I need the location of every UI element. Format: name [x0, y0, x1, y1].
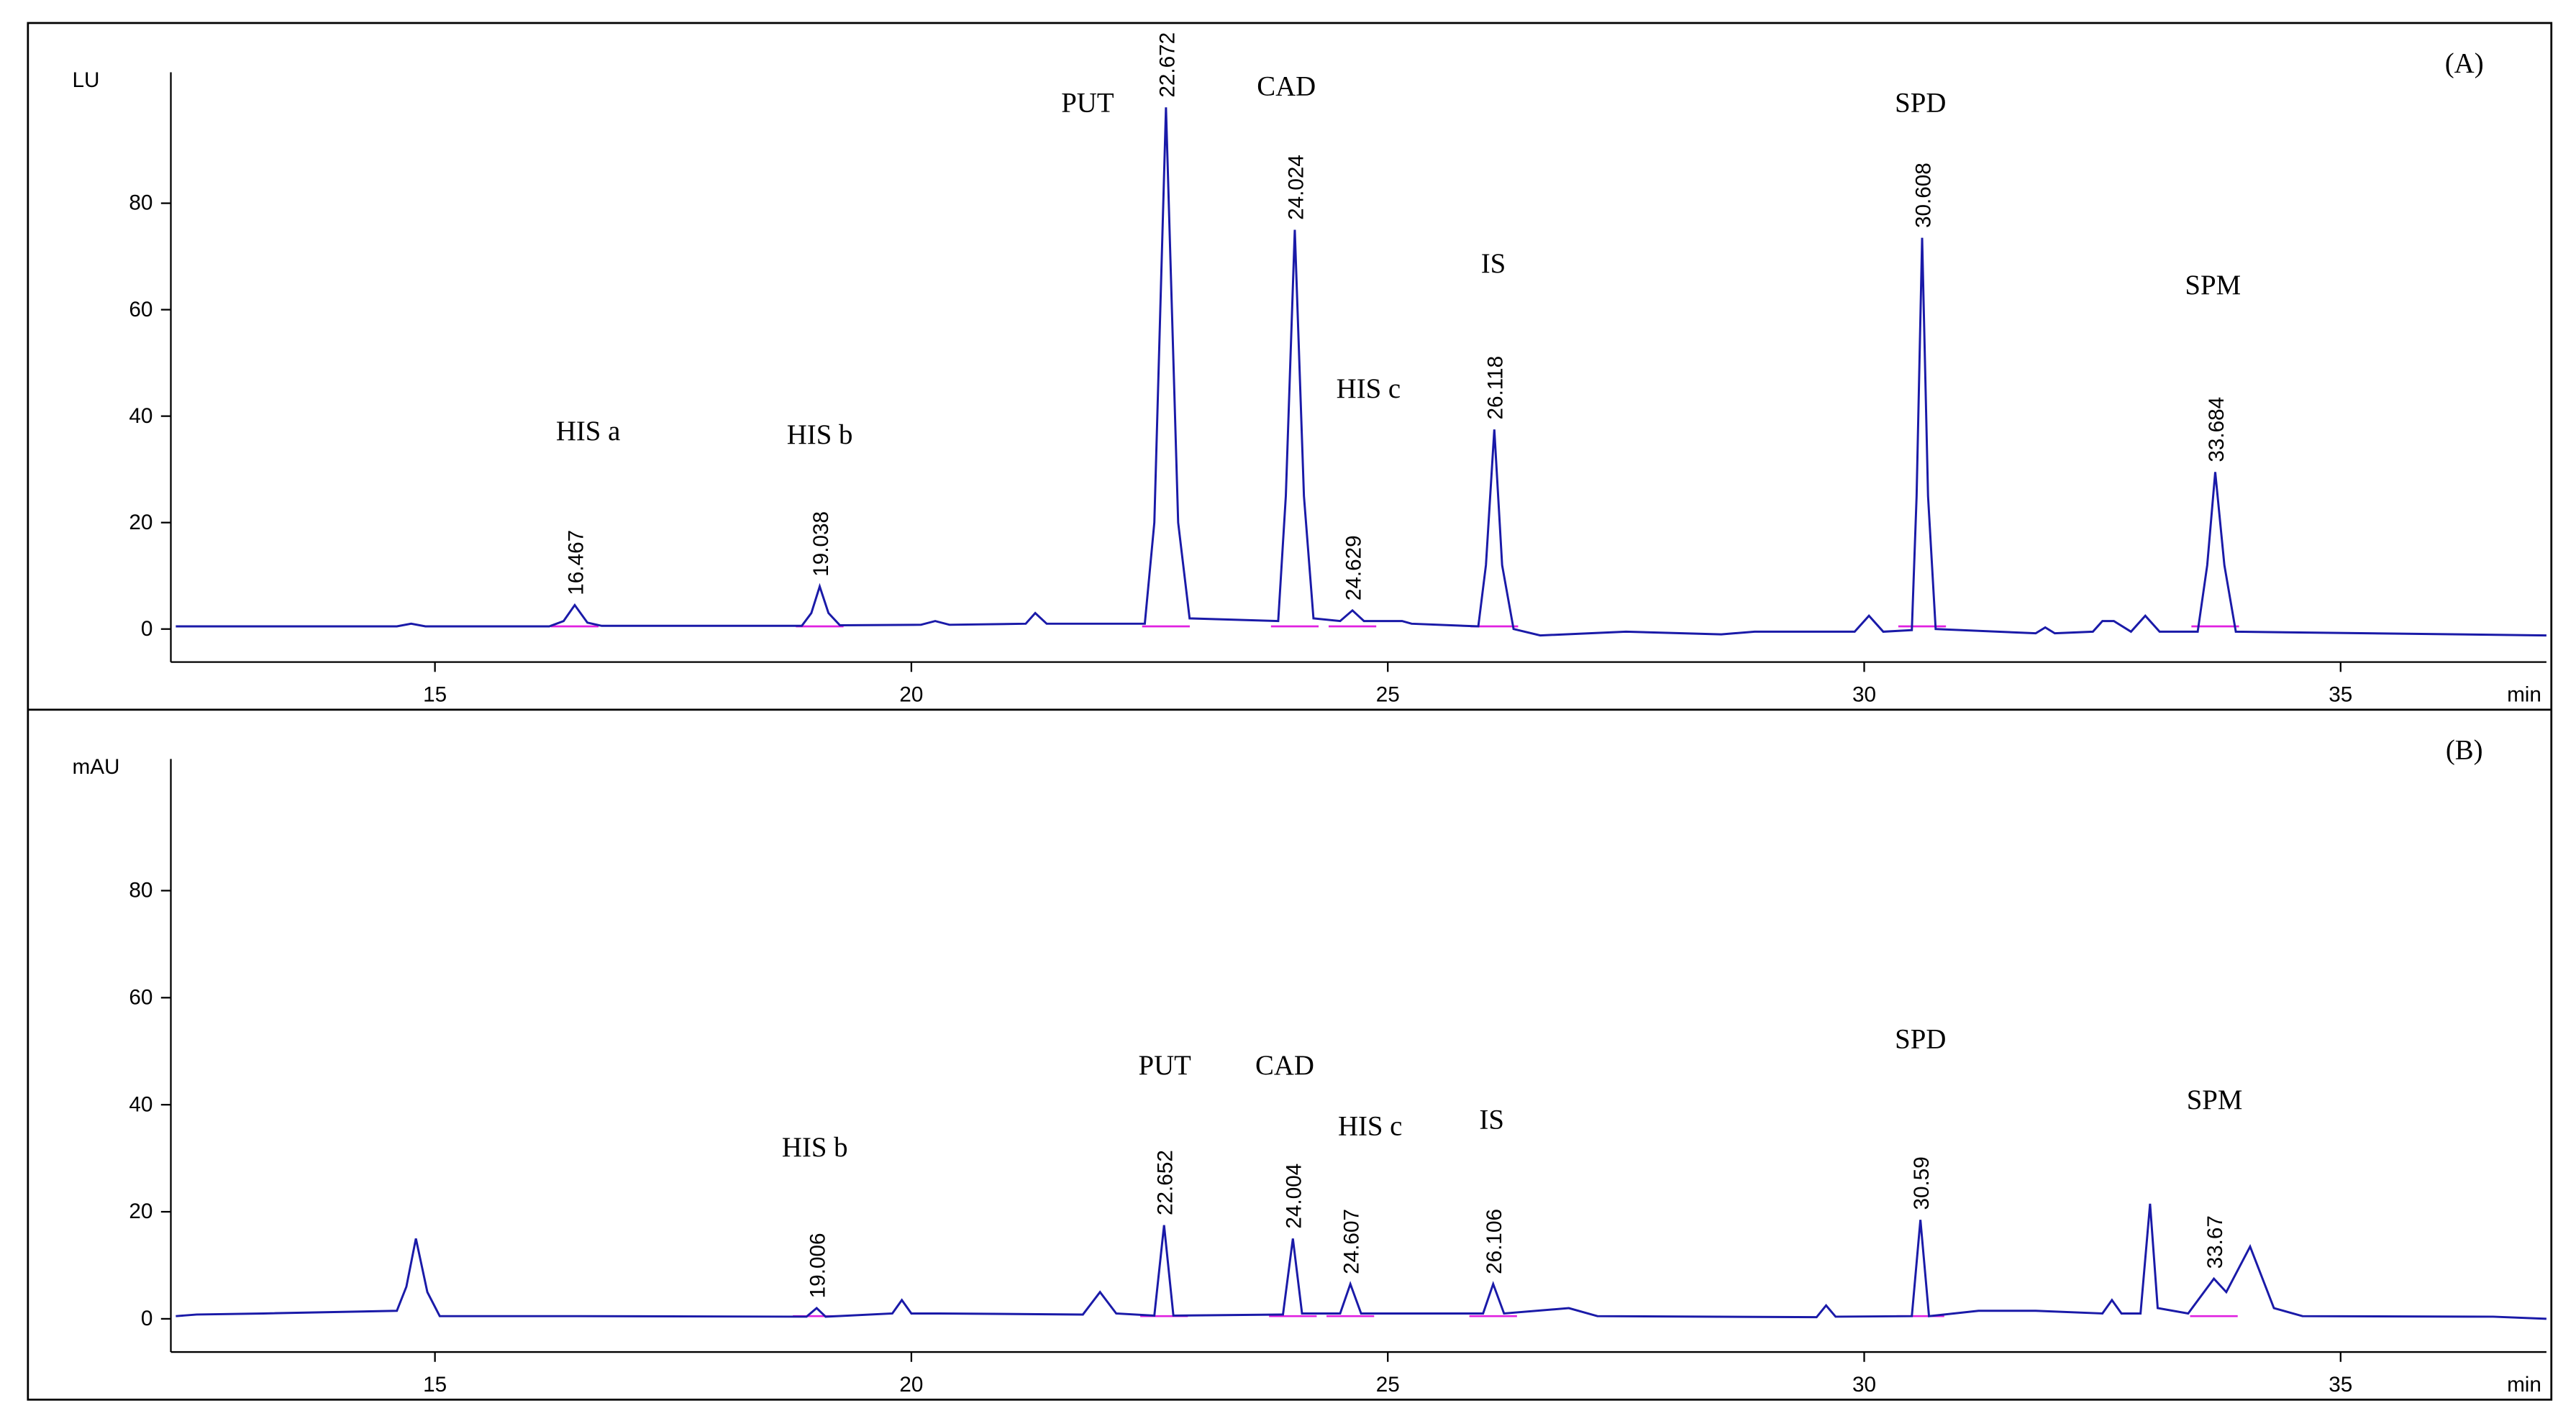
peak-name: CAD [1257, 70, 1316, 101]
retention-time-label: 26.106 [1483, 1209, 1506, 1274]
x-tick-label: 25 [1376, 682, 1400, 706]
x-tick-label: 20 [899, 682, 923, 706]
retention-time-label: 22.672 [1155, 32, 1179, 98]
retention-time-label: 19.006 [806, 1233, 830, 1298]
peak-name: HIS c [1337, 373, 1401, 404]
peak-name: IS [1479, 1104, 1504, 1135]
y-tick-label: 60 [129, 985, 153, 1009]
retention-time-label: 24.024 [1284, 155, 1308, 220]
x-tick-label: 35 [2329, 1373, 2352, 1397]
x-axis-label: min [2507, 1373, 2541, 1397]
peak-name: PUT [1139, 1050, 1192, 1081]
peak-name: HIS c [1338, 1111, 1402, 1142]
y-tick-label: 20 [129, 511, 153, 534]
y-tick-label: 0 [141, 1307, 153, 1330]
trace [176, 1203, 2547, 1320]
peak-name: SPD [1895, 1023, 1946, 1054]
x-tick-label: 15 [423, 682, 447, 706]
x-tick-label: 30 [1852, 1373, 1876, 1397]
peak-name: HIS b [782, 1132, 848, 1163]
retention-time-label: 26.118 [1484, 356, 1508, 420]
retention-time-label: 24.607 [1340, 1209, 1364, 1274]
y-tick-label: 40 [129, 1092, 153, 1116]
retention-time-label: 30.608 [1911, 163, 1935, 228]
retention-time-label: 33.67 [2203, 1215, 2227, 1269]
peak-name: SPD [1895, 87, 1946, 118]
y-tick-label: 40 [129, 404, 153, 428]
retention-time-label: 22.652 [1154, 1150, 1178, 1215]
peak-name: IS [1481, 248, 1506, 279]
x-axis-label: min [2507, 682, 2541, 706]
peak-name: HIS b [787, 419, 853, 450]
y-tick-label: 20 [129, 1200, 153, 1223]
retention-time-label: 16.467 [564, 530, 588, 595]
x-tick-label: 35 [2329, 682, 2352, 706]
frame [27, 22, 2553, 1401]
trace [176, 107, 2547, 637]
x-tick-label: 30 [1852, 682, 1876, 706]
retention-time-label: 33.684 [2205, 397, 2229, 462]
y-tick-label: 0 [141, 617, 153, 641]
retention-time-label: 24.629 [1342, 535, 1365, 600]
y-tick-label: 80 [129, 191, 153, 215]
x-tick-label: 15 [423, 1373, 447, 1397]
retention-time-label: 19.038 [809, 511, 833, 577]
x-tick-label: 20 [899, 1373, 923, 1397]
x-tick-label: 25 [1376, 1373, 1400, 1397]
panel-label: (A) [2445, 48, 2484, 79]
retention-time-label: 30.59 [1910, 1156, 1934, 1210]
y-tick-label: 80 [129, 879, 153, 903]
peak-name: PUT [1061, 87, 1114, 118]
retention-time-label: 24.004 [1283, 1164, 1306, 1229]
peak-name: SPM [2187, 1084, 2243, 1115]
panel-label: (B) [2446, 734, 2483, 765]
y-tick-label: 60 [129, 298, 153, 321]
peak-name: CAD [1255, 1050, 1314, 1081]
peak-name: SPM [2185, 270, 2241, 301]
y-axis-label: mAU [72, 755, 119, 779]
y-axis-label: LU [72, 68, 99, 92]
peak-name: HIS a [556, 416, 620, 447]
